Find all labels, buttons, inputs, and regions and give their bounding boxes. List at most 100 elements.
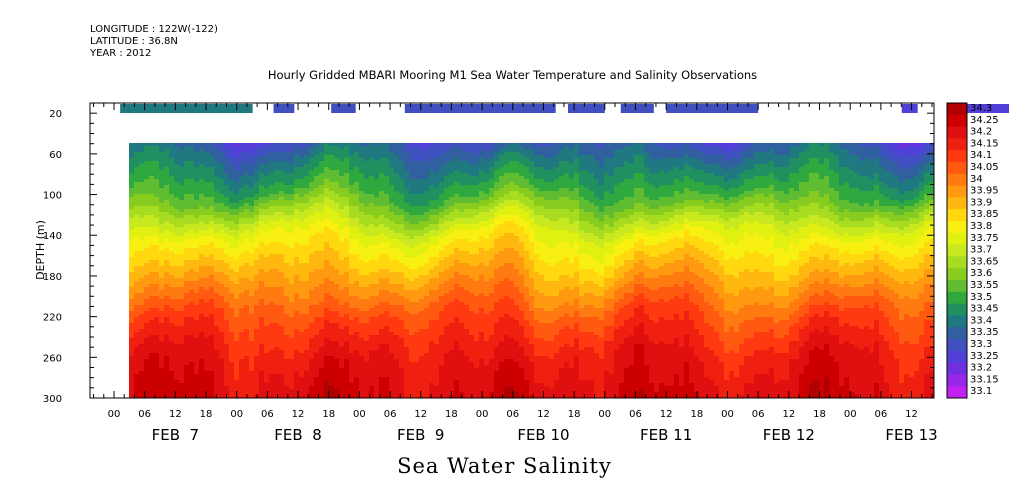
heatmap-cell bbox=[159, 242, 165, 246]
heatmap-cell bbox=[154, 191, 160, 195]
heatmap-cell bbox=[289, 143, 295, 147]
heatmap-cell bbox=[224, 377, 230, 381]
heatmap-cell bbox=[154, 341, 160, 345]
heatmap-cell bbox=[129, 170, 135, 174]
heatmap-cell bbox=[219, 176, 225, 180]
heatmap-cell bbox=[154, 248, 160, 252]
heatmap-cell bbox=[184, 314, 190, 318]
heatmap-cell bbox=[219, 284, 225, 288]
heatmap-cell bbox=[294, 170, 300, 174]
heatmap-cell bbox=[244, 293, 250, 297]
heatmap-cell bbox=[189, 149, 195, 153]
heatmap-cell bbox=[259, 179, 265, 183]
heatmap-cell bbox=[199, 164, 205, 168]
heatmap-cell bbox=[219, 368, 225, 372]
heatmap-cell bbox=[269, 203, 275, 207]
heatmap-cell bbox=[264, 176, 270, 180]
heatmap-cell bbox=[274, 365, 280, 369]
heatmap-cell bbox=[249, 224, 255, 228]
heatmap-cell bbox=[294, 158, 300, 162]
heatmap-cell bbox=[269, 254, 275, 258]
heatmap-cell bbox=[219, 194, 225, 198]
heatmap-cell bbox=[184, 260, 190, 264]
heatmap-cell bbox=[289, 374, 295, 378]
heatmap-cell bbox=[139, 353, 145, 357]
heatmap-cell bbox=[239, 254, 245, 258]
heatmap-cell bbox=[269, 236, 275, 240]
heatmap-cell bbox=[254, 344, 260, 348]
heatmap-cell bbox=[174, 293, 180, 297]
heatmap-cell bbox=[209, 377, 215, 381]
heatmap-cell bbox=[294, 227, 300, 231]
heatmap-cell bbox=[164, 314, 170, 318]
heatmap-cell bbox=[189, 347, 195, 351]
heatmap-cell bbox=[194, 245, 200, 249]
heatmap-cell bbox=[204, 209, 210, 213]
heatmap-cell bbox=[219, 173, 225, 177]
heatmap-cell bbox=[214, 170, 220, 174]
heatmap-cell bbox=[269, 293, 275, 297]
heatmap-cell bbox=[239, 158, 245, 162]
heatmap-cell bbox=[244, 209, 250, 213]
heatmap-cell bbox=[129, 149, 135, 153]
heatmap-cell bbox=[244, 356, 250, 360]
heatmap-cell bbox=[234, 296, 240, 300]
heatmap-cell bbox=[194, 305, 200, 309]
heatmap-cell bbox=[244, 212, 250, 216]
heatmap-cell bbox=[239, 320, 245, 324]
heatmap-cell bbox=[209, 350, 215, 354]
heatmap-cell bbox=[274, 203, 280, 207]
heatmap-cell bbox=[174, 182, 180, 186]
heatmap-cell bbox=[254, 290, 260, 294]
heatmap-cell bbox=[144, 365, 150, 369]
heatmap-cell bbox=[149, 227, 155, 231]
heatmap-cell bbox=[149, 290, 155, 294]
heatmap-cell bbox=[294, 284, 300, 288]
heatmap-cell bbox=[284, 164, 290, 168]
heatmap-cell bbox=[159, 326, 165, 330]
heatmap-cell bbox=[254, 275, 260, 279]
heatmap-cell bbox=[219, 170, 225, 174]
heatmap-cell bbox=[254, 167, 260, 171]
heatmap-cell bbox=[219, 386, 225, 390]
heatmap-cell bbox=[209, 353, 215, 357]
heatmap-cell bbox=[149, 230, 155, 234]
heatmap-cell bbox=[144, 284, 150, 288]
heatmap-cell bbox=[264, 314, 270, 318]
heatmap-cell bbox=[229, 299, 235, 303]
heatmap-cell bbox=[139, 197, 145, 201]
heatmap-cell bbox=[199, 314, 205, 318]
heatmap-cell bbox=[274, 371, 280, 375]
heatmap-cell bbox=[224, 311, 230, 315]
heatmap-cell bbox=[169, 377, 175, 381]
heatmap-cell bbox=[279, 239, 285, 243]
heatmap-cell bbox=[299, 161, 305, 165]
heatmap-cell bbox=[254, 293, 260, 297]
heatmap-cell bbox=[199, 176, 205, 180]
heatmap-cell bbox=[234, 176, 240, 180]
heatmap-cell bbox=[294, 290, 300, 294]
heatmap-cell bbox=[249, 164, 255, 168]
heatmap-cell bbox=[189, 359, 195, 363]
heatmap-cell bbox=[284, 389, 290, 393]
heatmap-cell bbox=[204, 227, 210, 231]
heatmap-cell bbox=[304, 299, 310, 303]
heatmap-cell bbox=[134, 272, 140, 276]
heatmap-cell bbox=[194, 179, 200, 183]
heatmap-cell bbox=[274, 161, 280, 165]
heatmap-cell bbox=[279, 257, 285, 261]
heatmap-cell bbox=[284, 230, 290, 234]
heatmap-cell bbox=[229, 143, 235, 147]
heatmap-cell bbox=[189, 155, 195, 159]
heatmap-cell bbox=[299, 284, 305, 288]
heatmap-cell bbox=[259, 158, 265, 162]
heatmap-cell bbox=[179, 167, 185, 171]
heatmap-cell bbox=[149, 311, 155, 315]
heatmap-cell bbox=[259, 377, 265, 381]
heatmap-cell bbox=[224, 308, 230, 312]
heatmap-cell bbox=[214, 338, 220, 342]
heatmap-cell bbox=[134, 206, 140, 210]
heatmap-cell bbox=[254, 299, 260, 303]
heatmap-cell bbox=[194, 290, 200, 294]
heatmap-cell bbox=[179, 236, 185, 240]
